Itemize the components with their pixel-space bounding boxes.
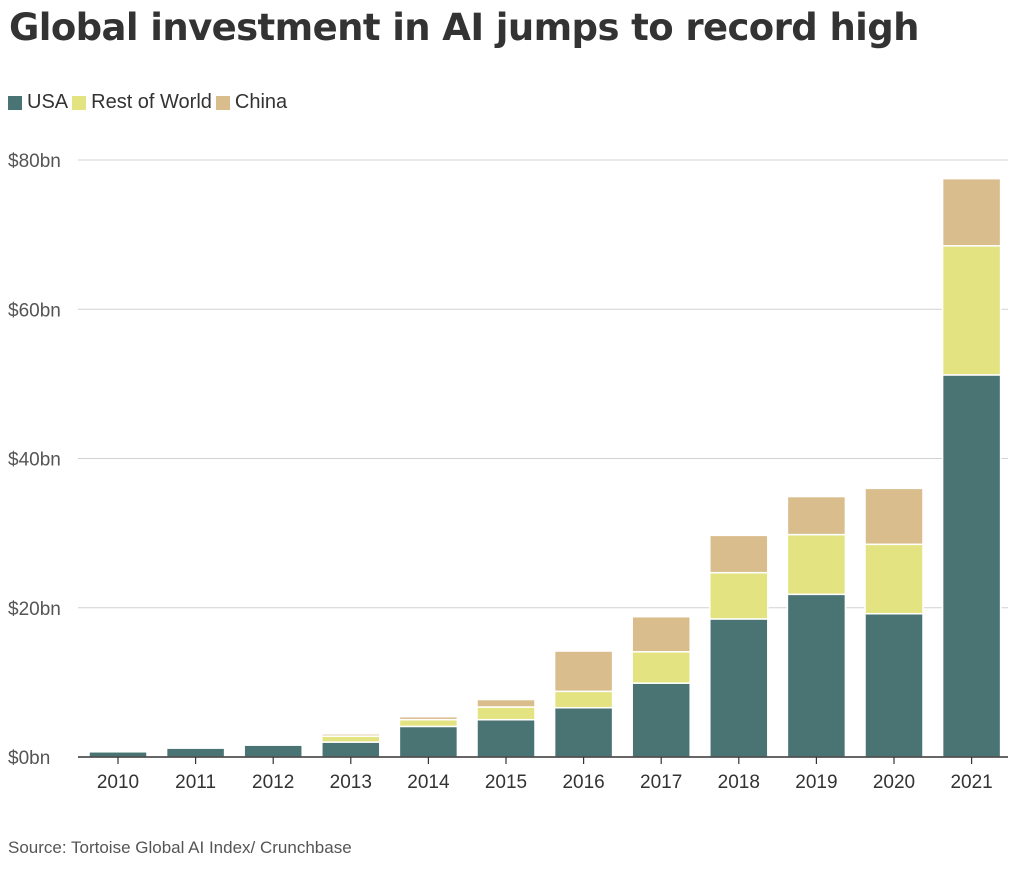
x-tick-label-2014: 2014 <box>407 772 450 793</box>
bar-rest-of-world-2019 <box>786 533 847 596</box>
bar-rest-of-world-2020 <box>864 543 924 615</box>
bar-china-2018 <box>709 534 769 574</box>
legend-item-rest-of-world: Rest of World <box>72 91 212 114</box>
bar-usa-2016 <box>553 706 614 758</box>
bar-china-2021 <box>941 177 1002 247</box>
x-tick-label-2017: 2017 <box>640 772 682 793</box>
x-tick-label-2011: 2011 <box>175 772 216 793</box>
y-tick-label-0: $0bn <box>8 748 50 769</box>
bar-usa-2012 <box>243 744 303 758</box>
x-tick-label-2019: 2019 <box>795 772 837 793</box>
bar-china-2010 <box>88 749 148 752</box>
y-tick-label-80: $80bn <box>8 151 61 172</box>
y-tick-label-20: $20bn <box>8 599 61 620</box>
legend: USA Rest of World China <box>8 91 291 114</box>
legend-swatch-china <box>215 95 230 110</box>
gridlines <box>78 159 1008 609</box>
bar-rest-of-world-2016 <box>553 690 614 709</box>
legend-label-rest-of-world: Rest of World <box>91 91 212 113</box>
bar-rest-of-world-2014 <box>398 718 459 728</box>
legend-label-china: China <box>234 91 288 113</box>
x-tick-label-2012: 2012 <box>252 772 294 793</box>
x-tick-label-2013: 2013 <box>330 772 372 793</box>
x-tick-label-2016: 2016 <box>562 772 604 793</box>
bar-china-2016 <box>553 650 614 693</box>
bar-rest-of-world-2017 <box>631 651 691 684</box>
bar-usa-2020 <box>864 612 924 758</box>
bar-usa-2015 <box>476 718 536 758</box>
legend-item-usa: USA <box>8 91 68 114</box>
bar-usa-2018 <box>709 618 769 758</box>
x-tick-label-2018: 2018 <box>718 772 760 793</box>
bar-china-2012 <box>243 742 303 745</box>
bar-rest-of-world-2015 <box>476 706 536 721</box>
bar-china-2019 <box>786 495 847 536</box>
bar-usa-2013 <box>321 741 381 758</box>
x-tick-label-2015: 2015 <box>485 772 527 793</box>
bar-china-2011 <box>165 745 226 749</box>
x-tick-label-2020: 2020 <box>873 772 915 793</box>
bar-china-2017 <box>631 615 691 653</box>
bar-rest-of-world-2018 <box>709 571 769 620</box>
bar-china-2015 <box>476 698 536 708</box>
bar-rest-of-world-2013 <box>321 735 381 743</box>
bar-china-2020 <box>864 487 924 546</box>
bar-usa-2014 <box>398 725 459 758</box>
source-note: Source: Tortoise Global AI Index/ Crunch… <box>8 838 352 857</box>
y-tick-label-40: $40bn <box>8 450 61 471</box>
x-tick-label-2021: 2021 <box>950 772 992 793</box>
legend-item-china: China <box>215 91 288 114</box>
bar-usa-2011 <box>165 747 226 758</box>
bar-china-2014 <box>398 715 459 721</box>
bar-china-2013 <box>321 733 381 737</box>
x-tick-label-2010: 2010 <box>97 772 139 793</box>
y-tick-label-60: $60bn <box>8 300 61 321</box>
bar-usa-2017 <box>631 682 691 758</box>
bar-usa-2021 <box>941 374 1002 758</box>
bar-usa-2019 <box>786 593 847 758</box>
bars <box>88 177 1002 758</box>
y-axis-ticks: $0bn $20bn $40bn $60bn $80bn <box>8 151 61 769</box>
legend-swatch-usa <box>8 95 22 110</box>
legend-swatch-rest-of-world <box>72 95 87 110</box>
x-axis-ticks: 2010 2011 2012 2013 2014 2015 2016 2017 2018 2019… <box>97 757 993 793</box>
legend-label-usa: USA <box>27 91 69 113</box>
chart-title: Global investment in AI jumps to record … <box>9 6 920 49</box>
bar-rest-of-world-2021 <box>941 245 1002 376</box>
bar-usa-2010 <box>88 751 148 758</box>
